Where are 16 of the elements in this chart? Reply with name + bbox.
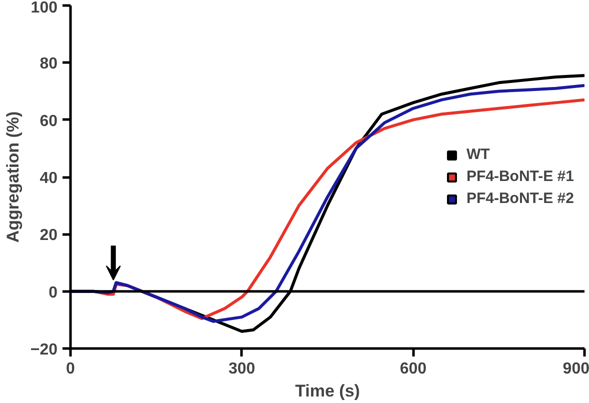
x-tick-label: 600: [400, 360, 427, 378]
legend-label: WT: [466, 146, 490, 163]
y-tick-label: 0: [48, 284, 58, 302]
x-axis-title: Time (s): [295, 382, 360, 400]
x-tick-label: 0: [66, 360, 76, 378]
legend-label: PF4-BoNT-E #2: [466, 190, 574, 207]
y-tick-label: 100: [30, 0, 58, 16]
y-axis-title: Aggregation (%): [3, 111, 22, 243]
y-tick-label: 80: [40, 56, 58, 73]
x-tick-label: 900: [562, 360, 589, 378]
x-tick-label: 300: [228, 360, 256, 378]
y-tick-label: 20: [40, 227, 58, 244]
y-tick-label: −20: [30, 342, 58, 358]
y-tick-label: 40: [40, 170, 58, 187]
legend-label: PF4-BoNT-E #1: [466, 168, 574, 185]
y-tick-label: 60: [40, 112, 58, 130]
